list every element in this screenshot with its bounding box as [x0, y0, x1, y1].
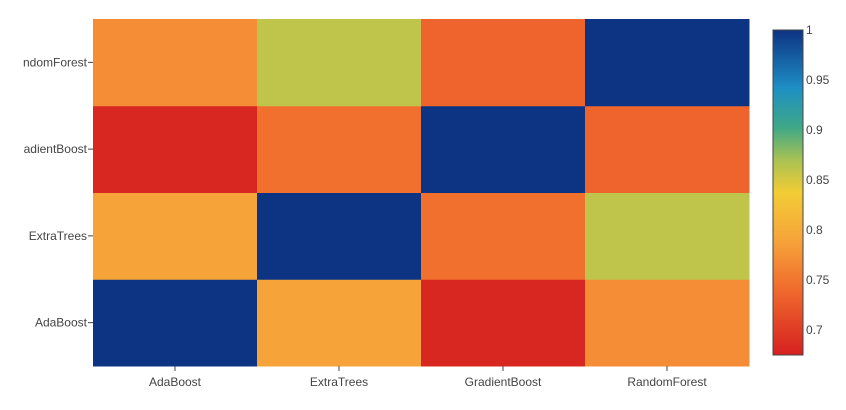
y-tick-label: ndomForest	[23, 55, 88, 69]
heatmap-cells	[93, 19, 750, 367]
colorbar-tick-label: 0.8	[806, 223, 823, 237]
colorbar-tick-label: 0.9	[806, 123, 823, 137]
colorbar-tick-label: 1	[806, 23, 813, 37]
colorbar-ticks: 1 0.95 0.9 0.85 0.8 0.75 0.7	[806, 23, 830, 337]
heatmap-cell-ExtraTrees-AdaBoost	[93, 192, 258, 280]
x-tick-label: AdaBoost	[149, 375, 202, 389]
heatmap-cell-AdaBoost-AdaBoost	[93, 279, 258, 367]
x-axis: AdaBoost ExtraTrees GradientBoost RandomFor…	[149, 366, 707, 389]
x-tick-label: ExtraTrees	[310, 375, 368, 389]
heatmap-cell-RandomForest-GradientBoost	[421, 19, 586, 107]
heatmap-cell-ExtraTrees-GradientBoost	[421, 192, 586, 280]
colorbar: 1 0.95 0.9 0.85 0.8 0.75 0.7	[772, 23, 830, 356]
heatmap-cell-AdaBoost-GradientBoost	[421, 279, 586, 367]
heatmap-cell-RandomForest-AdaBoost	[93, 19, 258, 107]
colorbar-tick-label: 0.7	[806, 323, 823, 337]
heatmap-cell-ExtraTrees-ExtraTrees	[257, 192, 422, 280]
heatmap-cell-GradientBoost-ExtraTrees	[257, 105, 422, 193]
colorbar-tick-label: 0.85	[806, 173, 830, 187]
heatmap-cell-GradientBoost-GradientBoost	[421, 105, 586, 193]
heatmap-cell-AdaBoost-RandomForest	[585, 279, 750, 367]
heatmap-cell-AdaBoost-ExtraTrees	[257, 279, 422, 367]
heatmap-cell-RandomForest-RandomForest	[585, 19, 750, 107]
heatmap-cell-RandomForest-ExtraTrees	[257, 19, 422, 107]
x-tick-label: GradientBoost	[465, 375, 542, 389]
y-tick-label: AdaBoost	[35, 316, 88, 330]
colorbar-tick-label: 0.95	[806, 73, 830, 87]
y-axis: AdaBoost ExtraTrees adientBoost ndomForest	[23, 55, 93, 330]
y-tick-label: ExtraTrees	[29, 229, 87, 243]
heatmap-cell-GradientBoost-AdaBoost	[93, 105, 258, 193]
y-tick-label: adientBoost	[24, 142, 88, 156]
heatmap-cell-ExtraTrees-RandomForest	[585, 192, 750, 280]
heatmap-cell-GradientBoost-RandomForest	[585, 105, 750, 193]
x-tick-label: RandomForest	[627, 375, 707, 389]
colorbar-gradient	[772, 29, 804, 356]
colorbar-tick-label: 0.75	[806, 273, 830, 287]
